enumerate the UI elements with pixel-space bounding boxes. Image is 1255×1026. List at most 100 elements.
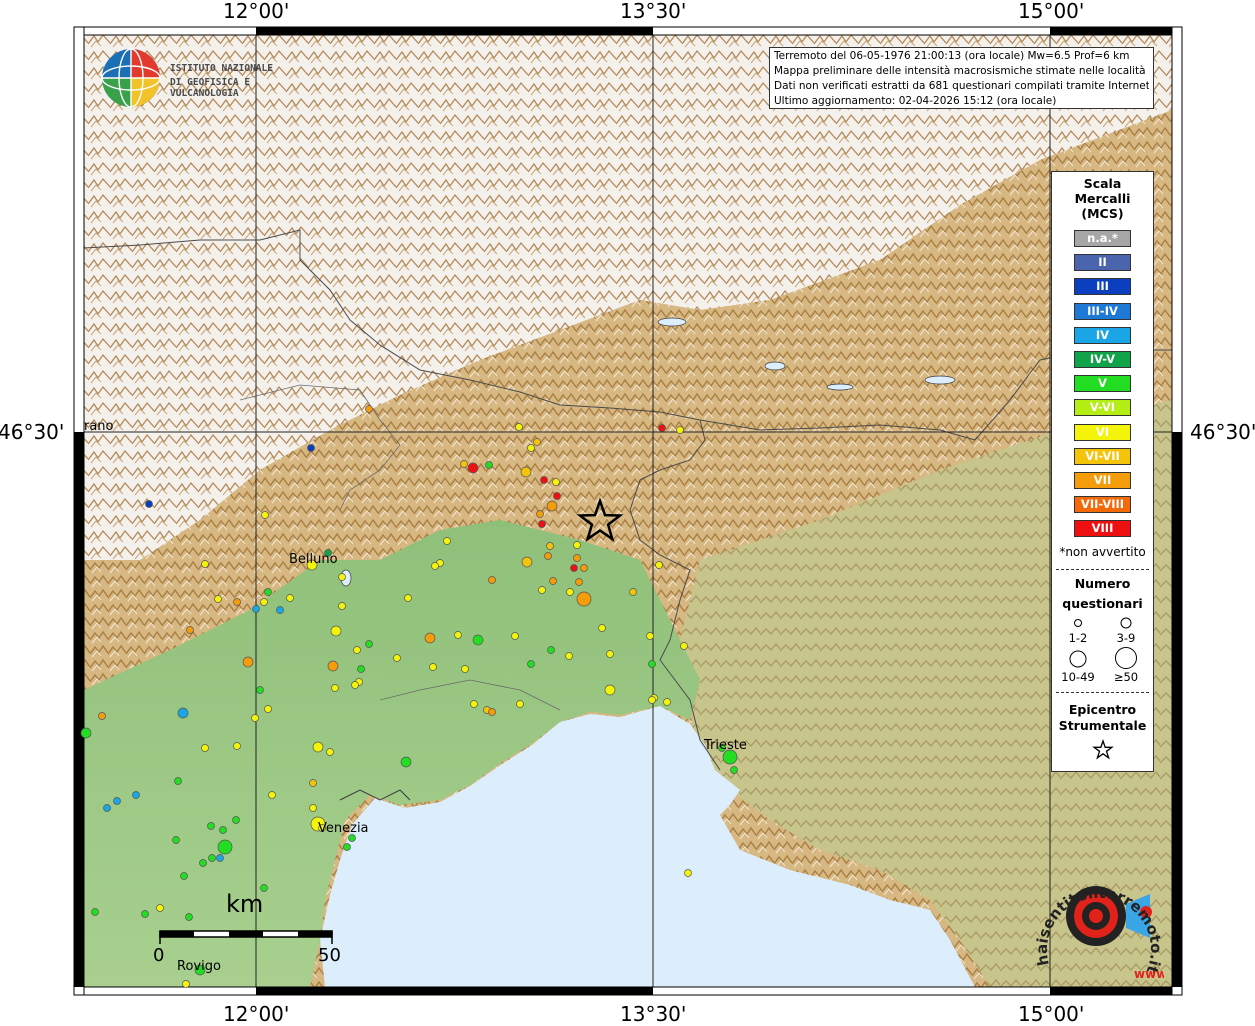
legend-swatch-iii: III	[1074, 278, 1131, 296]
intensity-point	[718, 744, 726, 752]
legend-title-3: (MCS)	[1081, 206, 1124, 221]
intensity-point	[103, 804, 111, 812]
intensity-point	[472, 634, 484, 646]
place-venezia: Venezia	[318, 821, 369, 836]
count-title-2: questionari	[1062, 596, 1143, 611]
intensity-point	[565, 652, 573, 660]
hse-logo-sub: www.	[1134, 967, 1164, 981]
intensity-point	[580, 564, 588, 572]
mcs-legend: Scala Mercalli (MCS) n.a.* II III III-IV IV I…	[1051, 171, 1154, 772]
intensity-point	[327, 660, 339, 672]
count-label-4: ≥50	[1113, 670, 1139, 684]
intensity-point	[488, 576, 496, 584]
legend-swatch-viii: VIII	[1074, 520, 1131, 538]
intensity-point	[324, 549, 332, 557]
legend-swatch-v: V	[1074, 375, 1131, 393]
intensity-point	[208, 854, 216, 862]
intensity-point	[232, 816, 240, 824]
intensity-point	[180, 872, 188, 880]
intensity-point	[309, 779, 317, 787]
intensity-point	[460, 460, 468, 468]
intensity-point	[676, 426, 684, 434]
intensity-point	[648, 660, 656, 668]
ingv-line2: DI GEOFISICA E VULCANOLOGIA	[170, 77, 251, 99]
intensity-point	[214, 595, 222, 603]
intensity-point	[598, 624, 606, 632]
intensity-point	[461, 665, 469, 673]
intensity-point	[309, 804, 317, 812]
intensity-point	[575, 578, 583, 586]
intensity-point	[132, 791, 140, 799]
intensity-point	[256, 686, 264, 694]
intensity-point	[242, 656, 254, 668]
lon-label-15-bottom: 15°00'	[1018, 1002, 1085, 1026]
intensity-point	[527, 660, 535, 668]
intensity-point	[351, 681, 359, 689]
graticule	[84, 35, 1172, 987]
intensity-point	[174, 777, 182, 785]
legend-note: *non avvertito	[1059, 545, 1146, 559]
intensity-point	[331, 684, 339, 692]
intensity-point	[730, 766, 738, 774]
lon-label-13-30: 13°30'	[620, 0, 687, 23]
intensity-point	[348, 834, 356, 842]
intensity-point	[429, 663, 437, 671]
intensity-point	[404, 594, 412, 602]
count-label-2: 3-9	[1116, 631, 1136, 645]
border-line	[83, 229, 1172, 441]
intensity-point	[141, 910, 149, 918]
intensity-point	[470, 700, 478, 708]
intensity-point	[454, 631, 462, 639]
intensity-point	[199, 859, 207, 867]
info-line-4: Ultimo aggiornamento: 02-04-2026 15:12 (…	[774, 95, 1057, 107]
intensity-point	[260, 598, 268, 606]
intensity-point	[547, 646, 555, 654]
intensity-point	[663, 698, 671, 706]
intensity-point	[546, 542, 554, 550]
intensity-point	[515, 423, 523, 431]
intensity-point	[343, 843, 351, 851]
legend-swatch-vi: VI	[1074, 423, 1131, 441]
alpine-terrain	[84, 35, 1172, 560]
intensity-point	[684, 869, 692, 877]
intensity-point	[573, 554, 581, 562]
place-belluno: Belluno	[289, 552, 338, 567]
count-title-1: Numero	[1074, 576, 1131, 591]
intensity-point	[251, 714, 259, 722]
hse-logo: haisentitoilterremoto.it www.	[1033, 860, 1171, 990]
intensity-point	[527, 444, 535, 452]
intensity-point	[98, 712, 106, 720]
intensity-point	[606, 650, 614, 658]
intensity-point	[330, 625, 342, 637]
intensity-point	[552, 478, 560, 486]
intensity-point	[268, 791, 276, 799]
intensity-point	[326, 748, 334, 756]
legend-swatch-vivii: VI-VII	[1074, 447, 1131, 465]
place-trieste: Trieste	[704, 738, 747, 753]
ingv-logo: ISTITUTO NAZIONALE DI GEOFISICA E VULCAN…	[100, 47, 310, 109]
intensity-point	[318, 824, 326, 832]
intensity-point	[520, 466, 532, 478]
legend-swatch-na: n.a.*	[1074, 230, 1131, 247]
intensity-point	[307, 444, 315, 452]
info-line-1: Terremoto del 06-05-1976 21:00:13 (ora l…	[774, 50, 1130, 62]
intensity-point	[186, 626, 194, 634]
intensity-point	[511, 632, 519, 640]
intensity-point	[516, 700, 524, 708]
intensity-point	[145, 500, 153, 508]
intensity-point	[207, 822, 215, 830]
legend-title-1: Scala	[1083, 176, 1122, 191]
ingv-globe-icon	[101, 48, 161, 108]
eastern-hills	[680, 400, 1172, 987]
intensity-point	[338, 602, 346, 610]
intensity-point	[185, 913, 193, 921]
intensity-point	[312, 741, 324, 753]
intensity-point	[400, 756, 412, 768]
legend-swatch-ii: II	[1074, 254, 1131, 272]
count-size-symbols	[1069, 617, 1137, 669]
epicenter-star	[576, 497, 624, 543]
count-label-1: 1-2	[1068, 631, 1088, 645]
intensity-point	[261, 511, 269, 519]
intensity-point	[252, 605, 260, 613]
